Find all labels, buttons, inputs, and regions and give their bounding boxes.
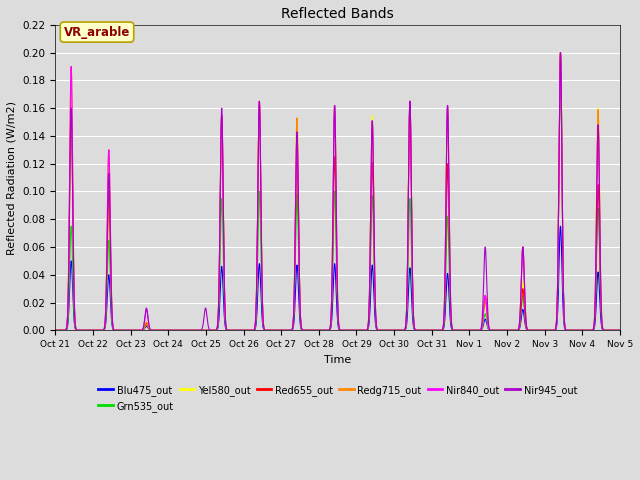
Red655_out: [614, 327, 622, 333]
Line: Blu475_out: Blu475_out: [55, 226, 620, 330]
Redg715_out: [557, 50, 564, 56]
Yel580_out: [172, 327, 180, 333]
Nir840_out: [557, 50, 564, 56]
Redg715_out: [172, 327, 180, 333]
Nir840_out: [172, 327, 180, 333]
Nir840_out: [166, 327, 174, 333]
Red655_out: [496, 327, 504, 333]
Grn535_out: [616, 327, 624, 333]
Grn535_out: [614, 327, 622, 333]
Legend: Blu475_out, Grn535_out, Yel580_out, Red655_out, Redg715_out, Nir840_out, Nir945_: Blu475_out, Grn535_out, Yel580_out, Red6…: [94, 381, 581, 415]
Nir945_out: [616, 327, 624, 333]
Nir945_out: [557, 50, 564, 56]
Yel580_out: [616, 327, 624, 333]
Red655_out: [51, 327, 59, 333]
Red655_out: [616, 327, 624, 333]
Grn535_out: [166, 327, 174, 333]
Blu475_out: [616, 327, 624, 333]
Nir840_out: [51, 327, 59, 333]
Nir945_out: [263, 327, 271, 333]
Yel580_out: [51, 327, 59, 333]
Title: Reflected Bands: Reflected Bands: [281, 7, 394, 21]
Line: Nir945_out: Nir945_out: [55, 53, 620, 330]
Nir945_out: [172, 327, 180, 333]
Blu475_out: [166, 327, 174, 333]
Line: Red655_out: Red655_out: [55, 53, 620, 330]
Line: Redg715_out: Redg715_out: [55, 53, 620, 330]
Text: VR_arable: VR_arable: [64, 25, 130, 38]
Nir945_out: [614, 327, 622, 333]
Blu475_out: [557, 223, 564, 229]
Yel580_out: [416, 327, 424, 333]
Grn535_out: [557, 71, 564, 76]
Line: Grn535_out: Grn535_out: [55, 73, 620, 330]
Nir840_out: [496, 327, 504, 333]
Grn535_out: [172, 327, 180, 333]
Grn535_out: [51, 327, 59, 333]
Nir840_out: [616, 327, 624, 333]
Blu475_out: [263, 327, 271, 333]
Nir945_out: [51, 327, 59, 333]
Line: Nir840_out: Nir840_out: [55, 53, 620, 330]
Redg715_out: [166, 327, 174, 333]
Redg715_out: [51, 327, 59, 333]
Redg715_out: [496, 327, 504, 333]
Blu475_out: [172, 327, 180, 333]
Yel580_out: [263, 327, 271, 333]
Red655_out: [263, 327, 271, 333]
Redg715_out: [416, 327, 424, 333]
Red655_out: [557, 50, 564, 56]
Yel580_out: [166, 327, 174, 333]
Yel580_out: [614, 327, 622, 333]
Red655_out: [172, 327, 180, 333]
Redg715_out: [616, 327, 624, 333]
Red655_out: [416, 327, 424, 333]
Line: Yel580_out: Yel580_out: [55, 53, 620, 330]
Y-axis label: Reflected Radiation (W/m2): Reflected Radiation (W/m2): [7, 101, 17, 254]
Yel580_out: [557, 50, 564, 56]
Red655_out: [166, 327, 174, 333]
Nir840_out: [416, 327, 424, 333]
Blu475_out: [496, 327, 504, 333]
Nir840_out: [614, 327, 622, 333]
Blu475_out: [614, 327, 622, 333]
Redg715_out: [614, 327, 622, 333]
Nir840_out: [263, 327, 271, 333]
Blu475_out: [416, 327, 424, 333]
X-axis label: Time: Time: [324, 355, 351, 365]
Nir945_out: [496, 327, 504, 333]
Nir945_out: [166, 327, 174, 333]
Redg715_out: [263, 327, 271, 333]
Nir945_out: [416, 327, 424, 333]
Grn535_out: [263, 327, 271, 333]
Grn535_out: [496, 327, 504, 333]
Yel580_out: [496, 327, 504, 333]
Grn535_out: [416, 327, 424, 333]
Blu475_out: [51, 327, 59, 333]
